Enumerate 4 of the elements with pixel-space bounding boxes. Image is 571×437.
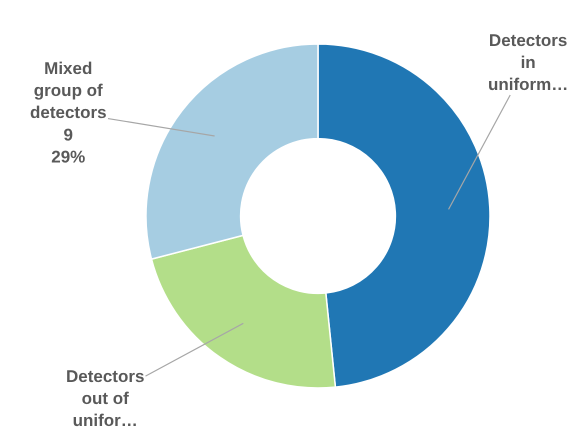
slice-label: Mixed group of detectors	[30, 59, 107, 122]
data-label: 9 29%	[51, 125, 86, 166]
slice-label: Detectors in uniform…	[488, 31, 568, 94]
slice-label: Detectors out of unifor…	[66, 367, 144, 430]
